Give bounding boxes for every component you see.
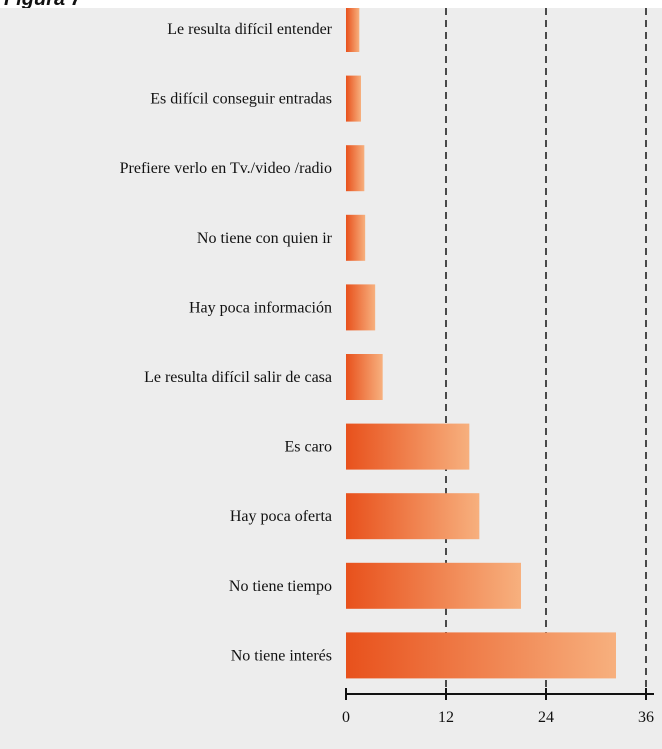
bar-3 bbox=[346, 214, 366, 261]
bar-4 bbox=[346, 284, 376, 331]
chart-panel: Le resulta difícil entender Es difícil co… bbox=[0, 8, 662, 749]
bars bbox=[346, 8, 616, 679]
bar-0 bbox=[346, 8, 360, 52]
x-tick-label-12: 12 bbox=[438, 709, 454, 726]
x-axis: 0 12 24 36 bbox=[342, 688, 654, 726]
category-label-2: Prefiere verlo en Tv./video /radio bbox=[120, 160, 332, 177]
category-labels: Le resulta difícil entender Es difícil co… bbox=[120, 21, 333, 664]
bar-2 bbox=[346, 145, 365, 192]
x-tick-label-0: 0 bbox=[342, 709, 350, 726]
bar-6 bbox=[346, 423, 470, 470]
bar-1 bbox=[346, 75, 361, 122]
bar-7 bbox=[346, 493, 480, 540]
x-tick-label-36: 36 bbox=[638, 709, 654, 726]
category-label-7: Hay poca oferta bbox=[230, 508, 332, 525]
bar-9 bbox=[346, 632, 616, 679]
category-label-8: No tiene tiempo bbox=[229, 578, 332, 595]
category-label-6: Es caro bbox=[284, 439, 332, 456]
category-label-3: No tiene con quien ir bbox=[197, 230, 333, 247]
bar-8 bbox=[346, 562, 521, 609]
category-label-0: Le resulta difícil entender bbox=[167, 21, 332, 38]
figure-label: Figura 7 bbox=[4, 0, 82, 11]
category-label-9: No tiene interés bbox=[231, 647, 332, 664]
category-label-5: Le resulta difícil salir de casa bbox=[144, 369, 332, 386]
category-label-1: Es difícil conseguir entradas bbox=[150, 91, 332, 108]
x-tick-label-24: 24 bbox=[538, 709, 554, 726]
grid-lines bbox=[445, 8, 647, 694]
bar-5 bbox=[346, 354, 383, 400]
bar-chart: Le resulta difícil entender Es difícil co… bbox=[120, 8, 654, 726]
category-label-4: Hay poca información bbox=[189, 299, 332, 316]
